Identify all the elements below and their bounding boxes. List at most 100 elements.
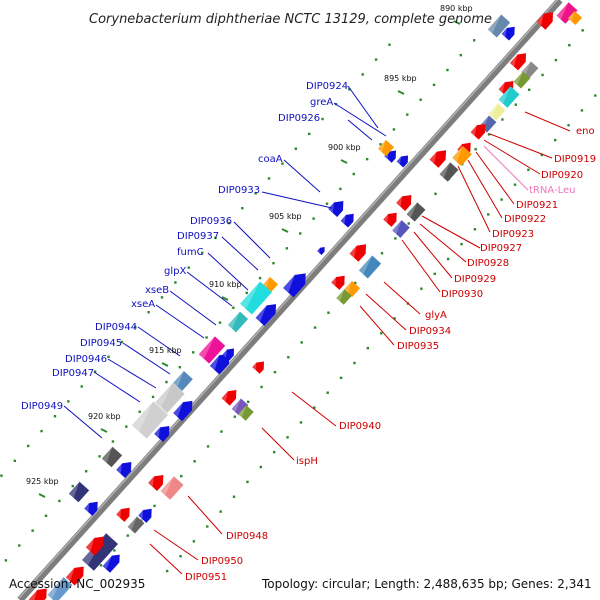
- gene-label: DIP0946: [65, 354, 107, 365]
- tick-dot: [246, 480, 249, 484]
- leader-line: [261, 191, 333, 209]
- tick-dot: [501, 118, 504, 121]
- major-tick: [281, 228, 289, 233]
- tick-dot: [113, 549, 116, 552]
- tick-dot: [31, 529, 34, 532]
- gene-label: DIP0927: [480, 243, 522, 254]
- tick-dot: [393, 317, 396, 320]
- gene-feature: [65, 566, 84, 586]
- gene-feature: [221, 390, 237, 406]
- gene-feature: [116, 462, 132, 478]
- major-tick: [340, 159, 348, 164]
- leader-line: [107, 358, 157, 389]
- gene-label: DIP0950: [201, 556, 243, 567]
- gene-feature: [406, 202, 426, 222]
- tick-dot: [460, 242, 463, 246]
- gene-label: DIP0919: [554, 154, 596, 165]
- tick-dot: [348, 88, 351, 91]
- tick-dot: [459, 53, 463, 57]
- leader-line: [489, 133, 553, 159]
- leader-line: [153, 529, 199, 561]
- tick-dot: [165, 569, 169, 573]
- tick-dot: [354, 281, 357, 285]
- tick-dot: [374, 58, 378, 61]
- leader-line: [419, 223, 467, 263]
- tick-dot: [287, 356, 290, 359]
- leader-line: [137, 326, 181, 357]
- genome-backbone: [17, 0, 563, 600]
- gene-label: DIP0920: [541, 170, 583, 181]
- tick-dot: [487, 213, 490, 216]
- gene-label: coaA: [258, 154, 283, 165]
- gene-feature: [240, 281, 272, 315]
- gene-feature: [383, 212, 397, 227]
- tick-dot: [300, 341, 303, 344]
- gene-feature: [283, 273, 306, 298]
- gene-feature: [556, 2, 578, 24]
- leader-line: [467, 159, 503, 219]
- tick-dot: [313, 326, 317, 329]
- tick-dot: [554, 58, 558, 62]
- tick-dot: [366, 346, 370, 350]
- gene-feature: [513, 71, 531, 89]
- reverse-gene-labels: eno DIP0919 DIP0920 tRNA-Leu DIP0921 DIP…: [185, 126, 596, 583]
- tick-dot: [327, 311, 330, 314]
- gene-features: [28, 2, 583, 600]
- tick-dot: [406, 113, 409, 116]
- gene-feature: [173, 371, 193, 391]
- tick-dot: [120, 340, 124, 344]
- tick-dot: [107, 355, 110, 358]
- gene-label: DIP0949: [21, 401, 63, 412]
- tick-dot: [392, 128, 396, 131]
- gene-feature: [567, 10, 583, 26]
- tick-dot: [420, 287, 423, 290]
- major-tick: [453, 20, 461, 25]
- scale-tick-label: 915 kbp: [149, 346, 182, 355]
- gene-feature: [127, 516, 145, 534]
- tick-dot: [473, 228, 477, 231]
- gene-feature: [340, 213, 354, 228]
- leader-line: [261, 427, 295, 461]
- gene-label: glyA: [425, 310, 447, 321]
- tick-dot: [187, 266, 190, 269]
- tick-dot: [361, 73, 364, 76]
- gene-label: xseA: [131, 299, 155, 310]
- scale-tick-label: 925 kbp: [26, 477, 59, 486]
- tick-dot: [151, 395, 155, 399]
- leader-line: [63, 405, 103, 439]
- tick-dot: [125, 425, 128, 428]
- gene-feature: [377, 139, 395, 157]
- gene-feature: [396, 195, 412, 211]
- tick-dot: [200, 251, 204, 254]
- gene-label: DIP0951: [185, 572, 227, 583]
- leader-line: [283, 159, 321, 193]
- tick-dot: [138, 410, 141, 413]
- tick-dot: [307, 132, 311, 136]
- gene-feature: [349, 244, 367, 262]
- tick-dot: [433, 272, 436, 276]
- leader-line: [401, 239, 441, 293]
- scale-ticks: 890 kbp 895 kbp 900 kbp 905 kbp 910 kbp …: [26, 4, 473, 486]
- tick-dot: [71, 484, 74, 488]
- gene-feature: [148, 475, 164, 491]
- page-title: Corynebacterium diphtheriae NCTC 13129, …: [89, 12, 492, 27]
- tick-dot: [321, 117, 324, 121]
- gene-feature: [487, 14, 511, 38]
- tick-dot: [380, 332, 383, 335]
- leader-line: [524, 111, 571, 132]
- gene-feature: [47, 577, 73, 600]
- tick-dot: [580, 109, 584, 112]
- gene-feature: [501, 26, 515, 41]
- tick-dot: [58, 499, 61, 503]
- tick-dot: [67, 400, 70, 403]
- leader-line: [93, 371, 141, 403]
- gene-feature: [131, 401, 169, 439]
- tick-dot: [286, 436, 289, 439]
- tick-dot: [567, 124, 570, 127]
- gene-feature: [452, 146, 472, 166]
- tick-dot: [294, 147, 298, 150]
- tick-dot: [272, 450, 276, 454]
- gene-label: xseB: [145, 285, 169, 296]
- tick-dot: [241, 206, 244, 210]
- tick-dot: [134, 325, 137, 329]
